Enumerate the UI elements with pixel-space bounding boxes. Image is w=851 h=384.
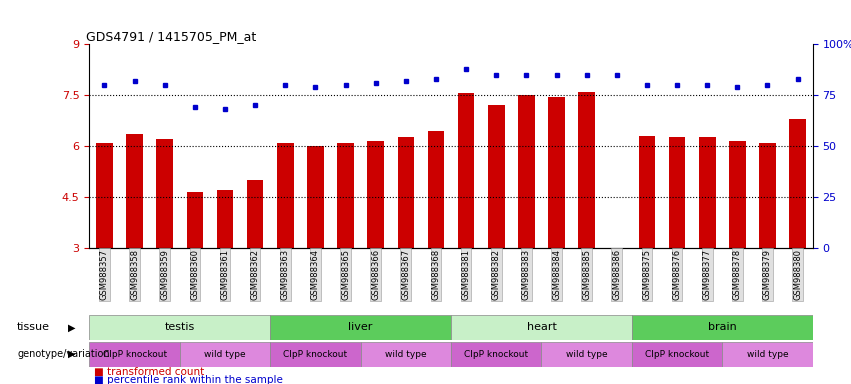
Text: GSM988377: GSM988377 xyxy=(703,249,711,300)
Text: ▶: ▶ xyxy=(68,349,76,359)
Text: ClpP knockout: ClpP knockout xyxy=(645,350,709,359)
Bar xyxy=(271,342,361,367)
Bar xyxy=(368,141,384,248)
Bar xyxy=(451,342,541,367)
Text: ClpP knockout: ClpP knockout xyxy=(464,350,528,359)
Text: testis: testis xyxy=(164,322,195,333)
Text: ■ percentile rank within the sample: ■ percentile rank within the sample xyxy=(94,375,283,384)
Text: GSM988384: GSM988384 xyxy=(552,249,561,300)
Bar xyxy=(579,92,595,248)
Bar xyxy=(89,342,180,367)
Bar xyxy=(541,342,631,367)
Bar xyxy=(361,342,451,367)
Bar xyxy=(428,131,444,248)
Text: GSM988362: GSM988362 xyxy=(251,249,260,300)
Text: GSM988386: GSM988386 xyxy=(613,249,621,300)
Text: genotype/variation: genotype/variation xyxy=(17,349,110,359)
Bar xyxy=(631,315,813,340)
Bar xyxy=(729,141,745,248)
Bar xyxy=(699,137,716,248)
Bar xyxy=(458,93,474,248)
Text: ▶: ▶ xyxy=(68,322,76,333)
Bar xyxy=(451,315,631,340)
Bar xyxy=(126,134,143,248)
Text: GSM988366: GSM988366 xyxy=(371,249,380,300)
Bar xyxy=(186,192,203,248)
Bar xyxy=(397,137,414,248)
Bar xyxy=(180,342,271,367)
Bar xyxy=(217,190,233,248)
Text: GSM988380: GSM988380 xyxy=(793,249,802,300)
Text: GSM988363: GSM988363 xyxy=(281,249,289,300)
Text: GDS4791 / 1415705_PM_at: GDS4791 / 1415705_PM_at xyxy=(86,30,256,43)
Text: ClpP knockout: ClpP knockout xyxy=(283,350,347,359)
Bar xyxy=(307,146,323,248)
Text: liver: liver xyxy=(348,322,373,333)
Text: GSM988382: GSM988382 xyxy=(492,249,500,300)
Text: GSM988357: GSM988357 xyxy=(100,249,109,300)
Bar xyxy=(518,95,534,248)
Bar xyxy=(337,142,354,248)
Text: GSM988367: GSM988367 xyxy=(402,249,410,300)
Text: tissue: tissue xyxy=(17,322,50,333)
Bar xyxy=(669,137,685,248)
Text: GSM988375: GSM988375 xyxy=(643,249,651,300)
Text: wild type: wild type xyxy=(204,350,246,359)
Text: wild type: wild type xyxy=(385,350,426,359)
Text: GSM988364: GSM988364 xyxy=(311,249,320,300)
Bar xyxy=(96,142,112,248)
Bar xyxy=(488,105,505,248)
Bar xyxy=(548,97,565,248)
Bar xyxy=(157,139,173,248)
Text: brain: brain xyxy=(708,322,737,333)
Bar xyxy=(277,142,294,248)
Text: GSM988359: GSM988359 xyxy=(160,249,169,300)
Bar xyxy=(638,136,655,248)
Bar xyxy=(271,315,451,340)
Bar xyxy=(759,142,776,248)
Text: wild type: wild type xyxy=(566,350,608,359)
Text: wild type: wild type xyxy=(746,350,788,359)
Bar xyxy=(790,119,806,248)
Text: GSM988381: GSM988381 xyxy=(461,249,471,300)
Text: GSM988376: GSM988376 xyxy=(672,249,682,300)
Text: GSM988385: GSM988385 xyxy=(582,249,591,300)
Bar xyxy=(631,342,722,367)
Text: GSM988379: GSM988379 xyxy=(763,249,772,300)
Bar xyxy=(722,342,813,367)
Text: GSM988378: GSM988378 xyxy=(733,249,742,300)
Text: GSM988360: GSM988360 xyxy=(191,249,199,300)
Text: GSM988365: GSM988365 xyxy=(341,249,350,300)
Text: GSM988361: GSM988361 xyxy=(220,249,230,300)
Text: GSM988368: GSM988368 xyxy=(431,249,441,300)
Text: heart: heart xyxy=(527,322,557,333)
Text: GSM988383: GSM988383 xyxy=(522,249,531,300)
Bar xyxy=(247,180,264,248)
Text: ClpP knockout: ClpP knockout xyxy=(102,350,167,359)
Text: ■ transformed count: ■ transformed count xyxy=(94,367,204,377)
Text: GSM988358: GSM988358 xyxy=(130,249,139,300)
Bar xyxy=(89,315,271,340)
